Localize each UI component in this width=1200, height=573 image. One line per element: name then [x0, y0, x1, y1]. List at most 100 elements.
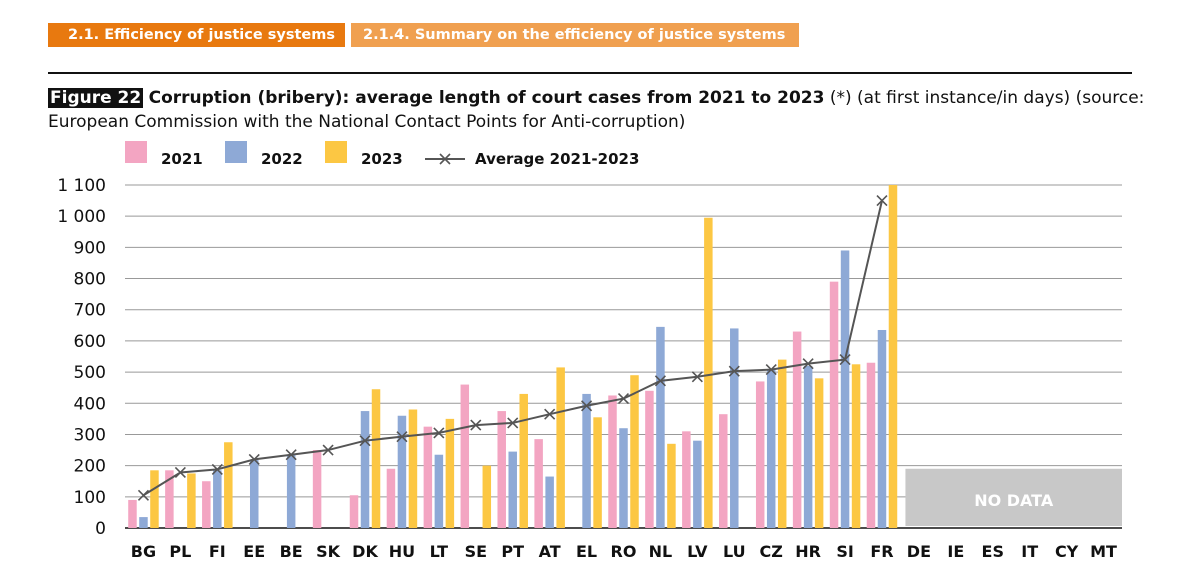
figure-source: (*) (at first instance/in days) (source:… — [48, 88, 1145, 132]
bar-2023-DK — [371, 389, 381, 528]
no-data-label: NO DATA — [974, 491, 1054, 510]
average-marker-NL — [654, 375, 666, 387]
average-marker-PT — [507, 417, 519, 429]
y-tick-label: 700 — [74, 301, 106, 321]
y-tick-label: 600 — [74, 332, 106, 352]
bar-2021-SI — [829, 281, 839, 528]
legend-swatch-2023 — [325, 141, 347, 163]
x-tick-label: ES — [982, 542, 1004, 561]
bar-2021-AT — [534, 439, 543, 528]
average-marker-LV — [691, 371, 703, 383]
x-tick-label: NL — [649, 542, 673, 561]
breadcrumb: 2.1. Efficiency of justice systems 2.1.4… — [48, 23, 800, 47]
bar-2021-LT — [423, 426, 433, 528]
bar-2022-EE — [249, 459, 259, 528]
bar-2023-SI — [851, 364, 861, 528]
average-marker-FI — [211, 463, 223, 475]
bar-2022-LT — [434, 454, 444, 528]
figure-caption: Figure 22 Corruption (bribery): average … — [48, 86, 1148, 134]
average-marker-LU — [728, 365, 740, 377]
average-marker-AT — [544, 408, 556, 420]
average-marker-RO — [617, 393, 630, 405]
bar-2023-CZ — [777, 359, 787, 528]
y-tick-label: 100 — [74, 488, 106, 508]
legend-swatch-2022 — [225, 141, 247, 163]
average-marker-HR — [802, 358, 814, 370]
x-tick-label: PL — [169, 542, 191, 561]
x-tick-label: HU — [389, 542, 415, 561]
bar-2022-BG — [139, 517, 148, 528]
y-tick-label: 900 — [74, 238, 106, 258]
bar-2022-RO — [619, 428, 628, 528]
x-tick-label: DE — [907, 542, 931, 561]
x-tick-label: IE — [947, 542, 964, 561]
breadcrumb-section[interactable]: 2.1. Efficiency of justice systems — [48, 23, 345, 47]
bar-2021-LU — [719, 414, 728, 528]
x-tick-label: DK — [352, 542, 378, 561]
bar-2023-HU — [408, 409, 418, 528]
x-tick-label: EE — [243, 542, 265, 561]
bar-2021-DK — [349, 495, 359, 528]
bar-2021-CZ — [755, 381, 765, 528]
bar-2021-NL — [645, 390, 654, 528]
average-marker-LT — [433, 427, 445, 439]
average-marker-BG — [137, 489, 150, 501]
bar-2023-LT — [445, 418, 455, 528]
bar-2023-PL — [187, 473, 196, 528]
bar-2022-HU — [397, 415, 407, 528]
x-tick-label: RO — [611, 542, 637, 561]
no-data-box — [905, 468, 1122, 526]
y-tick-label: 0 — [95, 519, 106, 539]
bar-2023-PT — [519, 393, 528, 528]
bar-2022-DK — [360, 411, 370, 528]
legend-label-2022: 2022 — [261, 150, 303, 168]
legend-label-average: Average 2021-2023 — [475, 150, 639, 168]
figure-title: Corruption (bribery): average length of … — [148, 88, 825, 108]
bar-2023-AT — [556, 367, 565, 528]
bar-2022-LV — [693, 440, 702, 528]
x-tick-label: SK — [316, 542, 341, 561]
x-tick-label: FI — [209, 542, 226, 561]
bar-2021-LV — [682, 431, 691, 528]
y-tick-label: 500 — [74, 363, 106, 383]
average-marker-SI — [839, 354, 851, 366]
average-marker-BE — [285, 449, 297, 461]
x-tick-label: FR — [870, 542, 893, 561]
x-tick-label: EL — [576, 542, 597, 561]
bar-2022-CZ — [766, 368, 776, 528]
average-marker-SK — [322, 444, 334, 456]
bar-2022-LU — [730, 328, 739, 528]
bar-2021-HU — [386, 468, 396, 528]
figure-label: Figure 22 — [48, 88, 144, 108]
x-tick-label: CZ — [760, 542, 783, 561]
x-tick-label: SE — [465, 542, 487, 561]
x-tick-label: AT — [539, 542, 561, 561]
bar-2023-LV — [704, 217, 713, 528]
y-tick-label: 800 — [74, 270, 106, 290]
average-marker-EL — [581, 400, 593, 412]
legend-label-2021: 2021 — [161, 150, 203, 168]
bar-2022-HR — [803, 365, 813, 528]
bar-2021-HR — [792, 331, 802, 528]
bar-2023-HR — [814, 378, 824, 528]
bar-2022-AT — [545, 476, 554, 528]
bar-2021-SE — [460, 384, 470, 528]
average-marker-HU — [396, 431, 408, 443]
average-marker-FR — [876, 195, 888, 207]
x-tick-label: BG — [131, 542, 156, 561]
bar-2023-RO — [630, 375, 639, 528]
bar-2023-EL — [593, 417, 602, 528]
bar-2023-NL — [667, 443, 676, 528]
y-tick-label: 200 — [74, 457, 106, 477]
bar-2022-NL — [656, 326, 665, 528]
x-tick-label: LT — [430, 542, 449, 561]
x-tick-label: BE — [280, 542, 303, 561]
breadcrumb-subsection[interactable]: 2.1.4. Summary on the efficiency of just… — [350, 23, 800, 47]
legend-swatch-2021 — [125, 141, 147, 163]
bar-2023-FR — [888, 185, 898, 528]
x-tick-label: IT — [1021, 542, 1038, 561]
x-tick-label: CY — [1055, 542, 1079, 561]
bar-2023-BG — [150, 470, 159, 528]
legend-average-marker — [439, 153, 451, 165]
